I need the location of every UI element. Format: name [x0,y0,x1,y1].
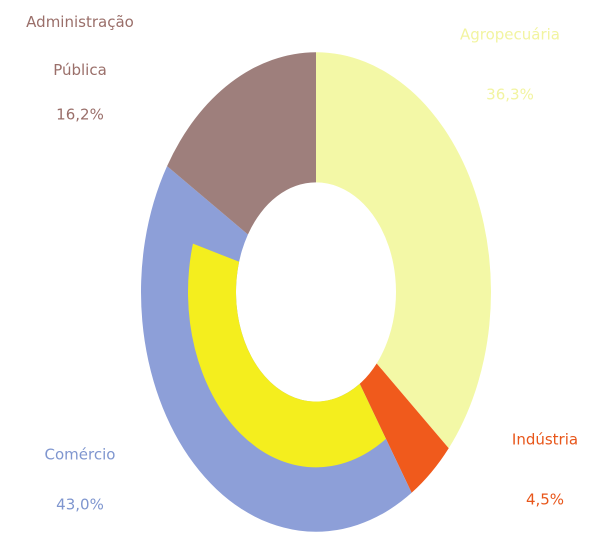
slice [140,166,412,532]
value-label: 36,3% [486,86,534,104]
value-label: 16,2% [56,106,104,124]
value-label: 4,5% [526,491,564,509]
slice [167,52,316,235]
inner-ring [188,243,386,468]
slice-label: Agropecuária [460,26,560,44]
slice-label: Indústria [512,431,578,449]
slice-label: Comércio [45,446,116,464]
slice-label: Administração Pública [26,13,134,79]
slice [316,52,491,449]
value-label: 43,0% [56,496,104,514]
slice [359,363,449,493]
donut [140,52,491,532]
